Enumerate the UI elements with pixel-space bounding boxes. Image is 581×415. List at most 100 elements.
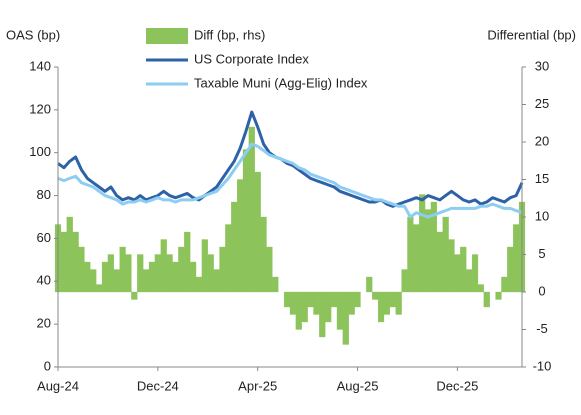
- bar: [477, 284, 484, 293]
- bar: [184, 231, 191, 293]
- y2-tick-label: 15: [535, 171, 549, 186]
- bar: [366, 276, 373, 293]
- bar: [313, 291, 320, 315]
- bar: [401, 269, 408, 293]
- bar: [413, 224, 420, 293]
- bar: [448, 239, 455, 293]
- bar: [207, 254, 214, 293]
- y-tick-label: 20: [37, 316, 51, 331]
- bar: [137, 254, 144, 293]
- bar: [325, 291, 332, 323]
- bar: [483, 291, 490, 308]
- bar: [301, 291, 308, 323]
- legend-swatch: [146, 28, 188, 44]
- bar: [419, 194, 426, 293]
- y2-tick-label: 25: [535, 96, 549, 111]
- bar: [389, 291, 396, 308]
- bar: [471, 254, 479, 293]
- bar: [260, 216, 267, 293]
- line: [57, 110, 524, 208]
- bar: [319, 291, 326, 338]
- bar: [513, 224, 520, 293]
- bar: [383, 291, 390, 315]
- bar: [236, 179, 244, 293]
- bar: [78, 246, 85, 293]
- bar: [119, 246, 126, 293]
- bar: [501, 276, 508, 293]
- bar: [66, 216, 73, 293]
- x-tick-label: Aug-24: [37, 378, 79, 393]
- x-tick-label: Dec-24: [137, 378, 179, 393]
- bar: [442, 216, 449, 293]
- bar: [336, 291, 344, 330]
- legend-label: Diff (bp, rhs): [194, 27, 265, 42]
- bar: [395, 291, 402, 315]
- bar: [113, 269, 120, 293]
- y2-tick-label: 20: [535, 133, 549, 148]
- bar: [160, 239, 167, 293]
- bar: [178, 246, 185, 293]
- y2-tick-label: 5: [538, 246, 545, 261]
- legend-label: Taxable Muni (Agg-Elig) Index: [194, 75, 368, 90]
- bar: [348, 291, 355, 315]
- bar: [466, 269, 473, 293]
- bar: [289, 291, 297, 315]
- y-axis-title: OAS (bp): [6, 27, 60, 42]
- bar: [172, 261, 179, 293]
- y2-tick-label: -5: [536, 321, 548, 336]
- bar: [154, 254, 161, 293]
- bar: [295, 291, 302, 330]
- bar: [231, 201, 238, 293]
- bar: [72, 231, 79, 293]
- bar: [507, 246, 514, 293]
- y-tick-label: 60: [37, 230, 51, 245]
- bar: [84, 261, 91, 293]
- bar: [131, 291, 138, 300]
- bar: [225, 224, 232, 293]
- bar: [354, 291, 361, 308]
- x-tick-label: Aug-25: [337, 378, 379, 393]
- y-tick-label: 140: [29, 58, 51, 73]
- bar: [272, 276, 279, 293]
- line: [57, 142, 523, 219]
- bar: [90, 269, 97, 293]
- y2-tick-label: 0: [538, 283, 545, 298]
- y2-tick-label: 10: [535, 208, 549, 223]
- bar: [424, 209, 432, 293]
- bar: [201, 239, 208, 293]
- bar: [495, 291, 502, 300]
- y-tick-label: 80: [37, 187, 51, 202]
- bar: [195, 276, 203, 293]
- y-tick-label: 0: [44, 358, 51, 373]
- bar: [454, 254, 461, 293]
- bar: [101, 261, 109, 293]
- y2-tick-label: 30: [535, 58, 549, 73]
- y-tick-label: 40: [37, 273, 51, 288]
- x-tick-label: Dec-25: [436, 378, 478, 393]
- y-tick-label: 100: [29, 144, 51, 159]
- y2-tick-label: -10: [533, 358, 552, 373]
- bar: [190, 261, 197, 293]
- bar: [242, 149, 250, 293]
- bar: [342, 291, 349, 345]
- bar: [330, 291, 338, 308]
- bar: [377, 291, 385, 323]
- bar: [96, 284, 103, 293]
- bar: [60, 231, 67, 293]
- bar: [407, 216, 414, 293]
- bar: [266, 246, 273, 293]
- bar: [372, 291, 379, 300]
- y2-axis-title: Differential (bp): [487, 27, 576, 42]
- bar: [248, 126, 255, 293]
- bar: [213, 269, 220, 293]
- bar: [219, 246, 226, 293]
- legend-label: US Corporate Index: [194, 51, 309, 66]
- bar: [166, 254, 173, 293]
- y-tick-label: 120: [29, 101, 51, 116]
- bar: [460, 246, 467, 293]
- bar: [107, 254, 114, 293]
- bar: [436, 231, 443, 293]
- bar: [283, 291, 291, 308]
- x-tick-label: Apr-25: [238, 378, 277, 393]
